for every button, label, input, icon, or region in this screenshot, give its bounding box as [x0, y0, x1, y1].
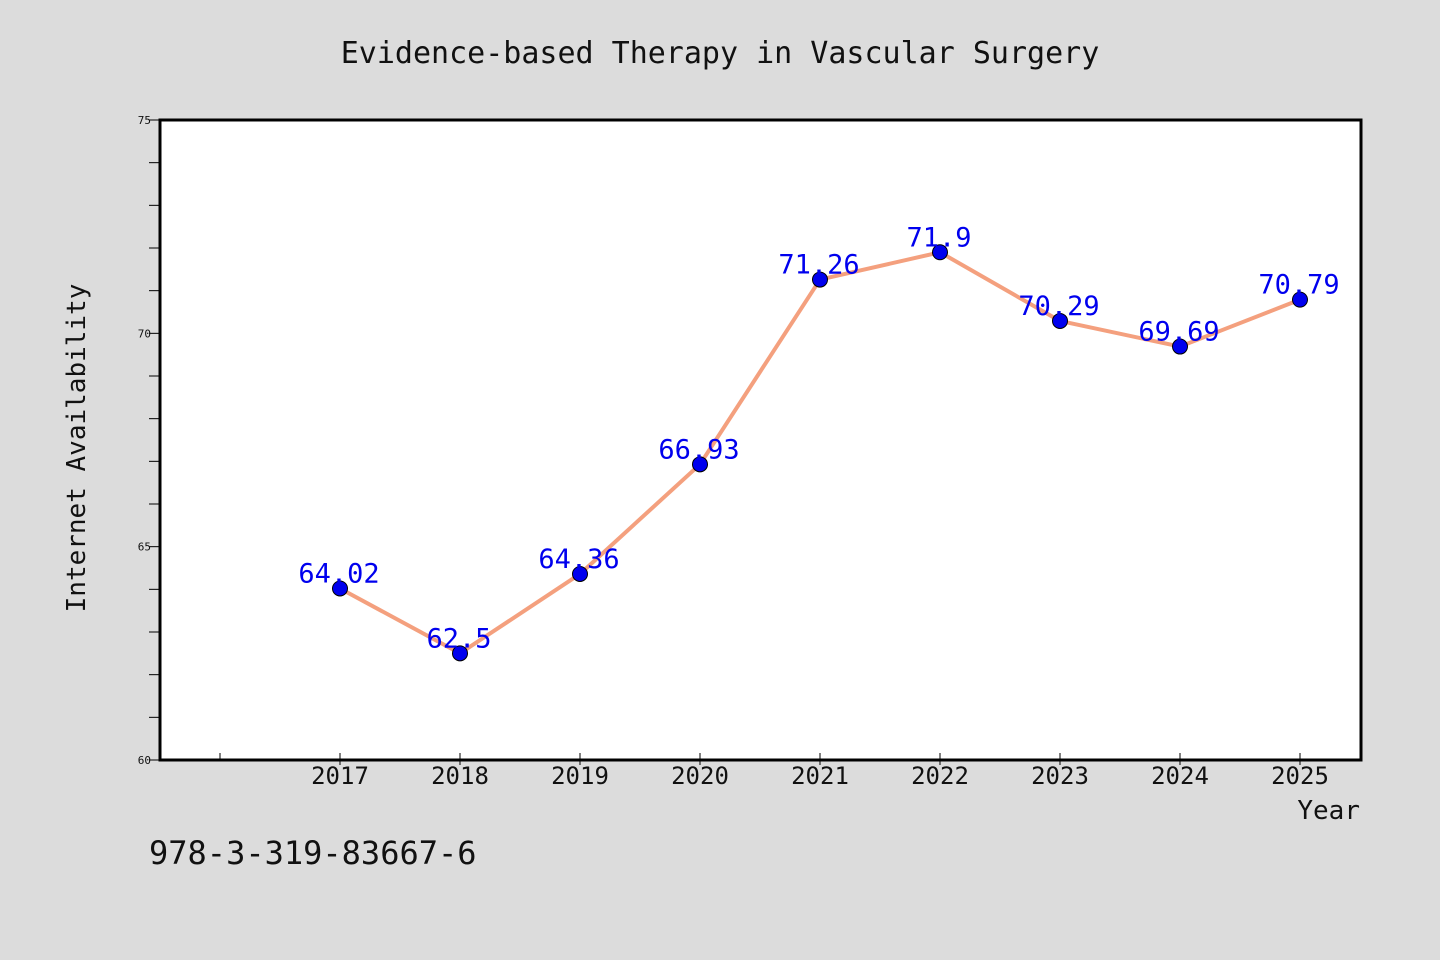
- y-tick-label: 75: [138, 114, 151, 127]
- x-tick-label: 2019: [551, 762, 609, 790]
- x-tick-label: 2024: [1151, 762, 1209, 790]
- data-label: 71.9: [906, 222, 971, 253]
- x-tick-label: 2017: [311, 762, 369, 790]
- data-label: 71.26: [778, 250, 859, 281]
- data-label: 69.69: [1138, 317, 1219, 348]
- x-tick-label: 2025: [1271, 762, 1329, 790]
- x-tick-label: 2021: [791, 762, 849, 790]
- data-point: [572, 565, 588, 582]
- data-points: [332, 244, 1308, 662]
- data-label: 70.79: [1258, 270, 1339, 301]
- isbn-text: 978-3-319-83667-6: [149, 834, 477, 872]
- y-minor-ticks: [149, 119, 160, 761]
- data-label: 64.36: [538, 544, 619, 575]
- y-tick-labels: 60 65 70 75: [138, 114, 151, 767]
- data-label: 64.02: [298, 558, 379, 589]
- data-point: [1292, 291, 1308, 308]
- data-label: 70.29: [1018, 291, 1099, 322]
- data-label: 66.93: [658, 434, 739, 465]
- y-tick-label: 65: [138, 541, 151, 554]
- data-label: 62.5: [426, 623, 491, 654]
- x-ticks: [219, 753, 1301, 765]
- x-tick-labels: 2017 2018 2019 2020 2021 2022 2023 2024 2025: [311, 762, 1329, 790]
- data-point: [1172, 338, 1188, 355]
- x-tick-label: 2018: [431, 762, 489, 790]
- data-point: [932, 244, 948, 261]
- y-tick-label: 70: [138, 327, 151, 340]
- y-axis-label: Internet Availability: [62, 284, 92, 613]
- plot-area: [158, 118, 1363, 762]
- x-tick-label: 2023: [1031, 762, 1089, 790]
- data-point: [1052, 312, 1068, 329]
- y-tick-label: 60: [138, 754, 151, 767]
- data-point: [692, 456, 708, 473]
- data-labels: 64.02 62.5 64.36 66.93 71.26 71.9 70.29 69.69 70…: [298, 222, 1339, 654]
- chart-title: Evidence-based Therapy in Vascular Surge…: [341, 36, 1100, 71]
- x-tick-label: 2022: [911, 762, 969, 790]
- data-point: [452, 645, 468, 662]
- x-tick-label: 2020: [671, 762, 729, 790]
- data-point: [332, 580, 348, 597]
- data-point: [812, 271, 828, 288]
- x-axis-label: Year: [1297, 796, 1360, 826]
